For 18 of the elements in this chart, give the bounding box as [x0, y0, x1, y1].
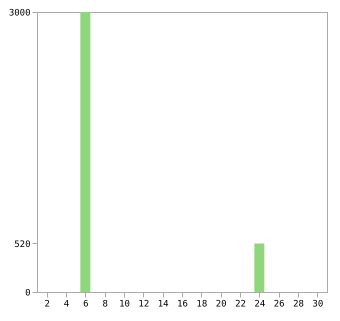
- x-tick-label: 22: [235, 300, 246, 310]
- x-tick-label: 14: [158, 300, 169, 310]
- x-tick-label: 10: [119, 300, 130, 310]
- x-tick-label: 18: [196, 300, 208, 310]
- x-tick-label: 6: [83, 300, 89, 310]
- y-tick-label: 0: [25, 288, 30, 298]
- x-tick-label: 16: [177, 300, 188, 310]
- x-tick-label: 20: [216, 300, 227, 310]
- x-tick-label: 8: [102, 300, 108, 310]
- x-tick-label: 12: [138, 300, 150, 310]
- x-tick-label: 2: [44, 300, 50, 310]
- y-tick-label: 520: [14, 240, 30, 250]
- x-tick-label: 28: [293, 300, 304, 310]
- y-tick-label: 3000: [8, 8, 30, 18]
- x-tick-label: 4: [64, 300, 70, 310]
- x-tick-label: 26: [274, 300, 285, 310]
- x-tick-label: 24: [254, 300, 266, 310]
- x-tick-label: 30: [312, 300, 324, 310]
